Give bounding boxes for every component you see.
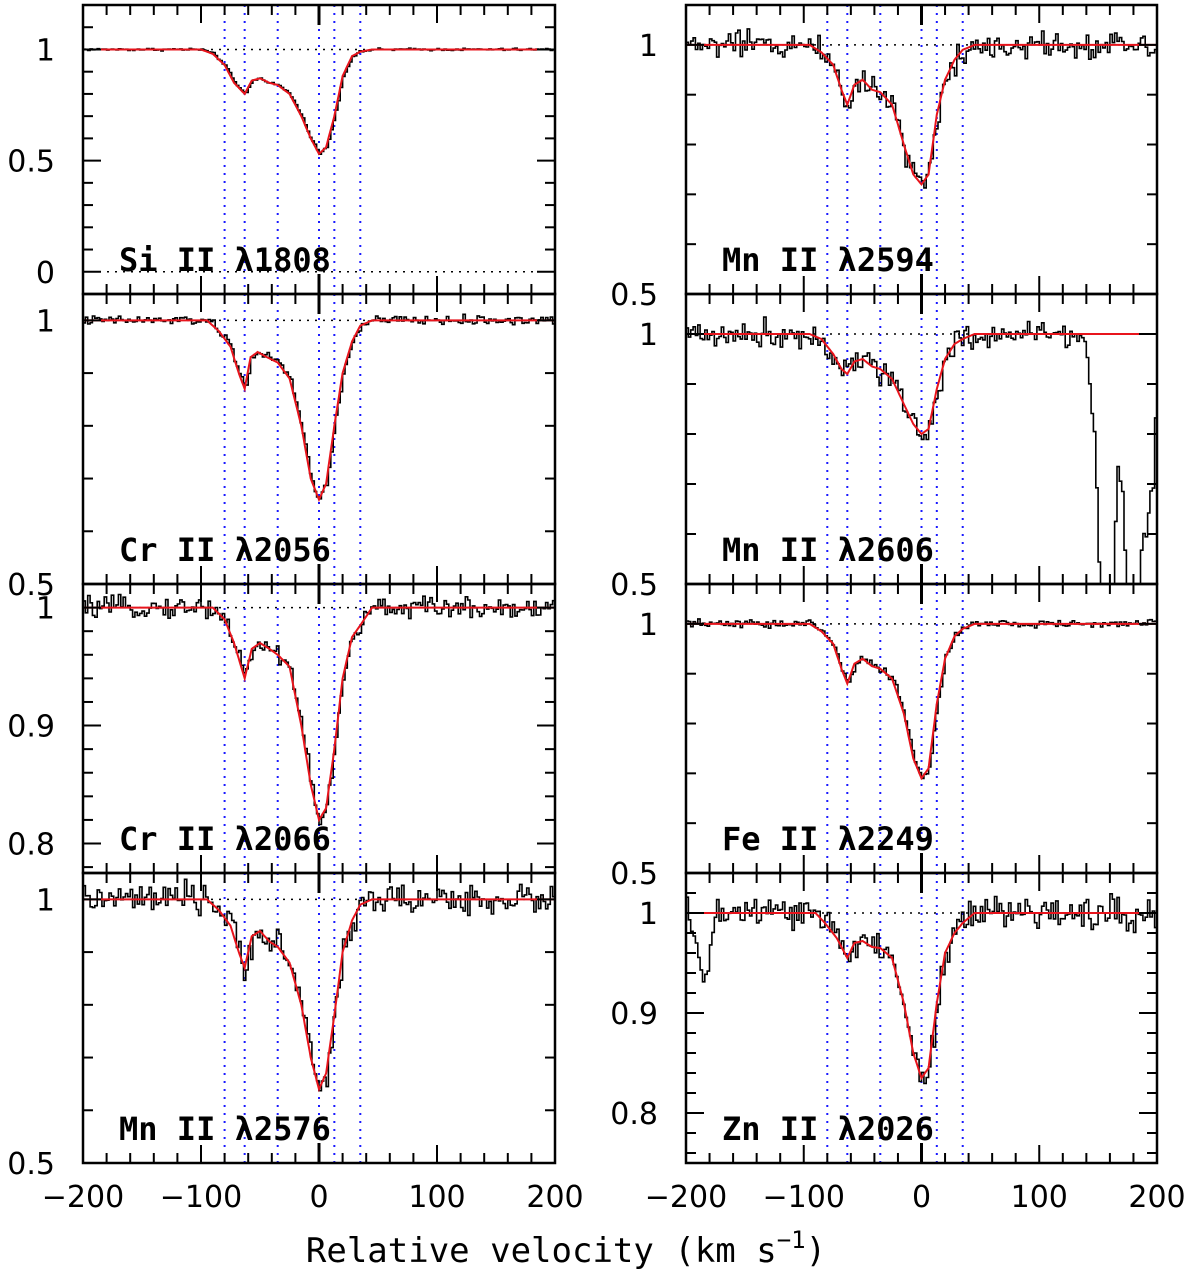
panel-ion-label: Cr II λ2066 (119, 820, 331, 858)
y-tick-label: 0.9 (7, 710, 55, 745)
y-tick-label: 0.5 (610, 278, 658, 313)
panel-ion-label: Mn II λ2606 (722, 531, 934, 569)
panel-2: 0.5 1 Cr II λ2056 (7, 292, 557, 603)
x-tick-label: 0 (309, 1180, 328, 1215)
model-fit (83, 898, 555, 1093)
x-axis-title-superscript: −1 (777, 1226, 806, 1254)
x-tick-label: 200 (1128, 1180, 1185, 1215)
y-tick-label: 0 (36, 256, 55, 291)
panel-ion-label: Fe II λ2249 (722, 820, 934, 858)
panel-1: 0 0.5 1 Si II λ1808 (7, 3, 557, 296)
model-fit (83, 48, 555, 156)
y-tick-label: 1 (639, 318, 658, 353)
x-tick-label: 100 (1011, 1180, 1068, 1215)
model-fit (83, 606, 555, 823)
model-fit (686, 912, 1157, 1081)
panel-6: 0.5 1 Mn II λ2606 (610, 292, 1159, 603)
model-fit (686, 333, 1157, 436)
y-tick-label: 1 (36, 33, 55, 68)
observed-spectrum (686, 618, 1157, 780)
panel-ion-label: Zn II λ2026 (722, 1110, 934, 1148)
y-tick-label: 1 (639, 29, 658, 64)
x-tick-label: −100 (160, 1180, 242, 1215)
y-tick-label: 0.5 (7, 1147, 55, 1182)
x-tick-label: 100 (408, 1180, 465, 1215)
model-fit (83, 319, 555, 503)
x-tick-label: −200 (645, 1180, 727, 1215)
x-tick-label: 200 (526, 1180, 583, 1215)
panel-7: 0.5 1 Fe II λ2249 (610, 582, 1159, 892)
y-tick-label: 0.5 (610, 857, 658, 892)
panel-ion-label: Si II λ1808 (119, 241, 331, 279)
y-tick-label: 1 (36, 883, 55, 918)
panel-5: 0.5 1 Mn II λ2594 (610, 3, 1159, 313)
y-tick-label: 0.5 (7, 568, 55, 603)
y-tick-label: 0.8 (610, 1097, 658, 1132)
x-tick-label: −100 (763, 1180, 845, 1215)
panel-4: 0.5 1 Mn II λ2576 −200 −100 0 100 200 (7, 871, 584, 1215)
panel-ion-label: Mn II λ2576 (119, 1110, 331, 1148)
y-tick-label: 1 (36, 304, 55, 339)
y-tick-label: 1 (639, 897, 658, 932)
panel-ion-label: Cr II λ2056 (119, 531, 331, 569)
y-tick-label: 0.5 (7, 145, 55, 180)
y-tick-label: 1 (639, 608, 658, 643)
y-tick-label: 0.9 (610, 997, 658, 1032)
x-axis-title: Relative velocity (km s−1) (306, 1226, 826, 1271)
observed-spectrum (686, 28, 1157, 189)
x-tick-label: 0 (912, 1180, 931, 1215)
y-tick-label: 1 (36, 592, 55, 627)
panel-8: 0.8 0.9 1 Zn II λ2026 −200 −100 0 100 200 (610, 871, 1186, 1215)
x-tick-label: −200 (42, 1180, 124, 1215)
model-fit (686, 43, 1157, 187)
observed-spectrum (83, 593, 555, 826)
panel-ion-label: Mn II λ2594 (722, 241, 934, 279)
panel-3: 0.8 0.9 1 Cr II λ2066 (7, 582, 557, 875)
model-fit (686, 622, 1157, 781)
y-tick-label: 0.5 (610, 568, 658, 603)
y-tick-label: 0.8 (7, 828, 55, 863)
